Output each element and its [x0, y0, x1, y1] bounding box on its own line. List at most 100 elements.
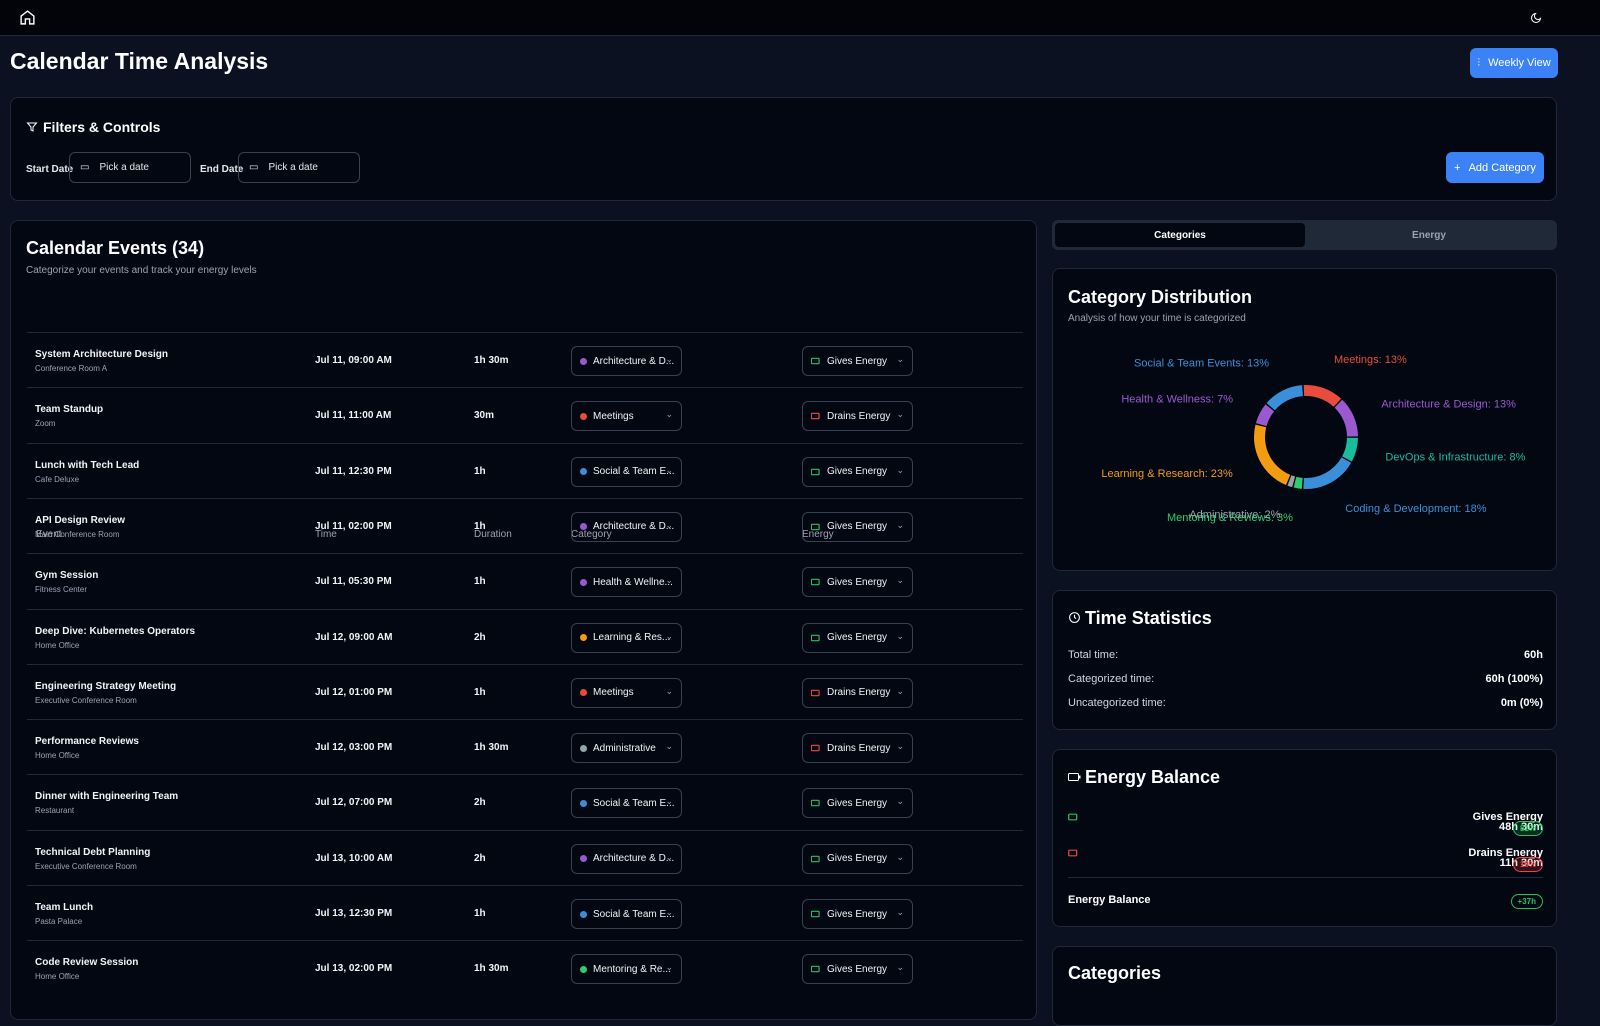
tab[interactable]: Categories: [1055, 223, 1305, 247]
category-select[interactable]: Architecture & D... ⌄: [571, 843, 682, 874]
energy-label: Gives Energy: [827, 576, 888, 588]
energy-icon: [811, 855, 820, 862]
category-select[interactable]: Meetings ⌄: [571, 677, 682, 708]
energy-select[interactable]: Gives Energy ⌄: [802, 899, 913, 929]
plus-icon: +: [1454, 161, 1461, 174]
button-label: Weekly View: [1488, 57, 1551, 69]
filters-card: Filters & Controls Start Date ▭ Pick a da…: [10, 97, 1557, 201]
start-date-input[interactable]: ▭ Pick a date: [69, 152, 191, 183]
theme-icon[interactable]: [1530, 12, 1542, 24]
event-name: Team Lunch: [35, 902, 94, 913]
segment-label: Architecture & Design: 13%: [1381, 399, 1516, 411]
energy-select[interactable]: Drains Energy ⌄: [802, 401, 913, 432]
segment-label: DevOps & Infrastructure: 8%: [1385, 452, 1525, 464]
battery: [811, 800, 820, 807]
energy-balance-row: Energy Balance +37h: [1068, 894, 1543, 909]
battery: [811, 855, 820, 862]
energy-label: Gives Energy: [827, 908, 888, 920]
energy-icon: [811, 523, 820, 531]
energy-select[interactable]: Drains Energy ⌄: [802, 733, 913, 764]
chevron: ⌄: [665, 796, 673, 807]
battery: [811, 357, 820, 365]
category-select[interactable]: Health & Wellne... ⌄: [571, 567, 682, 598]
energy-select[interactable]: Drains Energy ⌄: [802, 677, 913, 708]
battery: [1068, 849, 1078, 857]
energy-label: Drains Energy: [827, 687, 891, 699]
energy-label: Gives Energy: [827, 466, 888, 478]
event-row: Performance Reviews Home Office Jul 12, 03…: [27, 719, 1023, 774]
category-select[interactable]: Social & Team E... ⌄: [571, 899, 682, 929]
energy-select[interactable]: Gives Energy ⌄: [802, 954, 913, 985]
category-label: Social & Team E...: [593, 908, 675, 920]
battery-icon: [1068, 773, 1081, 781]
energy-balance-title: Energy Balance: [1085, 767, 1221, 787]
energy-icon: [1068, 849, 1078, 857]
categories-card: Categories: [1052, 946, 1557, 1026]
energy-select[interactable]: Gives Energy ⌄: [802, 456, 913, 487]
column-header: Event: [36, 529, 62, 540]
event-name: API Design Review: [35, 514, 126, 526]
energy-select[interactable]: Gives Energy ⌄: [802, 511, 913, 542]
energy-icon: [811, 578, 820, 586]
energy-select[interactable]: Gives Energy ⌄: [802, 788, 913, 819]
stat-value: 60h (100%): [1485, 673, 1543, 685]
filters-title: Filters & Controls: [43, 119, 161, 135]
chevron: ⌄: [665, 630, 673, 641]
home-icon[interactable]: [19, 9, 36, 26]
event-time: Jul 13, 02:00 PM: [315, 963, 393, 975]
category-label: Learning & Res...: [593, 632, 671, 643]
tab[interactable]: Energy: [1412, 229, 1446, 241]
event-duration: 1h: [474, 908, 486, 919]
energy-row: Gives Energy 48h 30m 81%: [1068, 811, 1543, 836]
event-duration: 1h 30m: [474, 742, 509, 754]
event-time: Jul 12, 01:00 PM: [315, 686, 393, 698]
energy-select[interactable]: Gives Energy ⌄: [802, 843, 913, 874]
battery: [1068, 813, 1078, 821]
stat-row: Uncategorized time: 0m (0%): [1068, 697, 1543, 709]
energy-select[interactable]: Gives Energy ⌄: [802, 346, 913, 376]
event-row: Engineering Strategy Meeting Executive Co…: [27, 663, 1023, 719]
distribution-card: Category Distribution Analysis of how yo…: [1052, 268, 1557, 571]
segment-label: Learning & Research: 23%: [1101, 468, 1233, 480]
chevron: ⌄: [665, 851, 673, 862]
weekly-view-button[interactable]: ⫶ Weekly View: [1470, 48, 1558, 78]
event-row: Dinner with Engineering Team Restaurant Ju…: [27, 774, 1023, 829]
event-location: Executive Conference Room: [35, 861, 137, 871]
category-select[interactable]: Architecture & D... ⌄: [571, 511, 682, 542]
chevron: ⌄: [665, 962, 673, 973]
event-time: Jul 12, 07:00 PM: [315, 797, 393, 809]
filter-icon: [26, 122, 38, 132]
category-select[interactable]: Mentoring & Re... ⌄: [571, 954, 682, 985]
category-select[interactable]: Social & Team E... ⌄: [571, 788, 682, 819]
category-select[interactable]: Administrative ⌄: [571, 733, 682, 764]
add-category-button[interactable]: + Add Category: [1446, 152, 1544, 183]
energy-row-value: 48h 30m 81%: [1499, 821, 1543, 836]
page-title: Calendar Time Analysis: [10, 48, 269, 74]
category-select[interactable]: Social & Team E... ⌄: [571, 456, 682, 487]
battery: [811, 634, 820, 641]
category-dot: [580, 468, 587, 476]
event-name: Dinner with Engineering Team: [35, 791, 179, 803]
energy-row-value: 11h 30m 19%: [1500, 857, 1543, 872]
battery: [811, 689, 820, 697]
category-dot: [580, 412, 587, 420]
category-dot: [580, 744, 587, 752]
chevron: ⌄: [896, 962, 904, 973]
energy-icon: [1068, 813, 1078, 821]
event-location: Home Office: [35, 751, 80, 761]
category-select[interactable]: Architecture & D... ⌄: [571, 346, 682, 376]
category-dot: [580, 689, 587, 697]
event-location: Home Office: [35, 972, 80, 982]
energy-select[interactable]: Gives Energy ⌄: [802, 622, 913, 653]
event-location: Pasta Palace: [35, 917, 83, 926]
segment-label: Health & Wellness: 7%: [1121, 393, 1233, 405]
event-duration: 2h: [474, 631, 486, 643]
end-date-input[interactable]: ▭ Pick a date: [238, 152, 360, 183]
event-location: Executive Conference Room: [35, 695, 137, 705]
category-select[interactable]: Meetings ⌄: [571, 401, 682, 432]
event-name: Deep Dive: Kubernetes Operators: [35, 625, 196, 637]
donut-segment: [1266, 385, 1303, 411]
energy-select[interactable]: Gives Energy ⌄: [802, 567, 913, 598]
category-select[interactable]: Learning & Res... ⌄: [571, 622, 682, 653]
event-time: Jul 11, 02:00 PM: [315, 520, 392, 532]
